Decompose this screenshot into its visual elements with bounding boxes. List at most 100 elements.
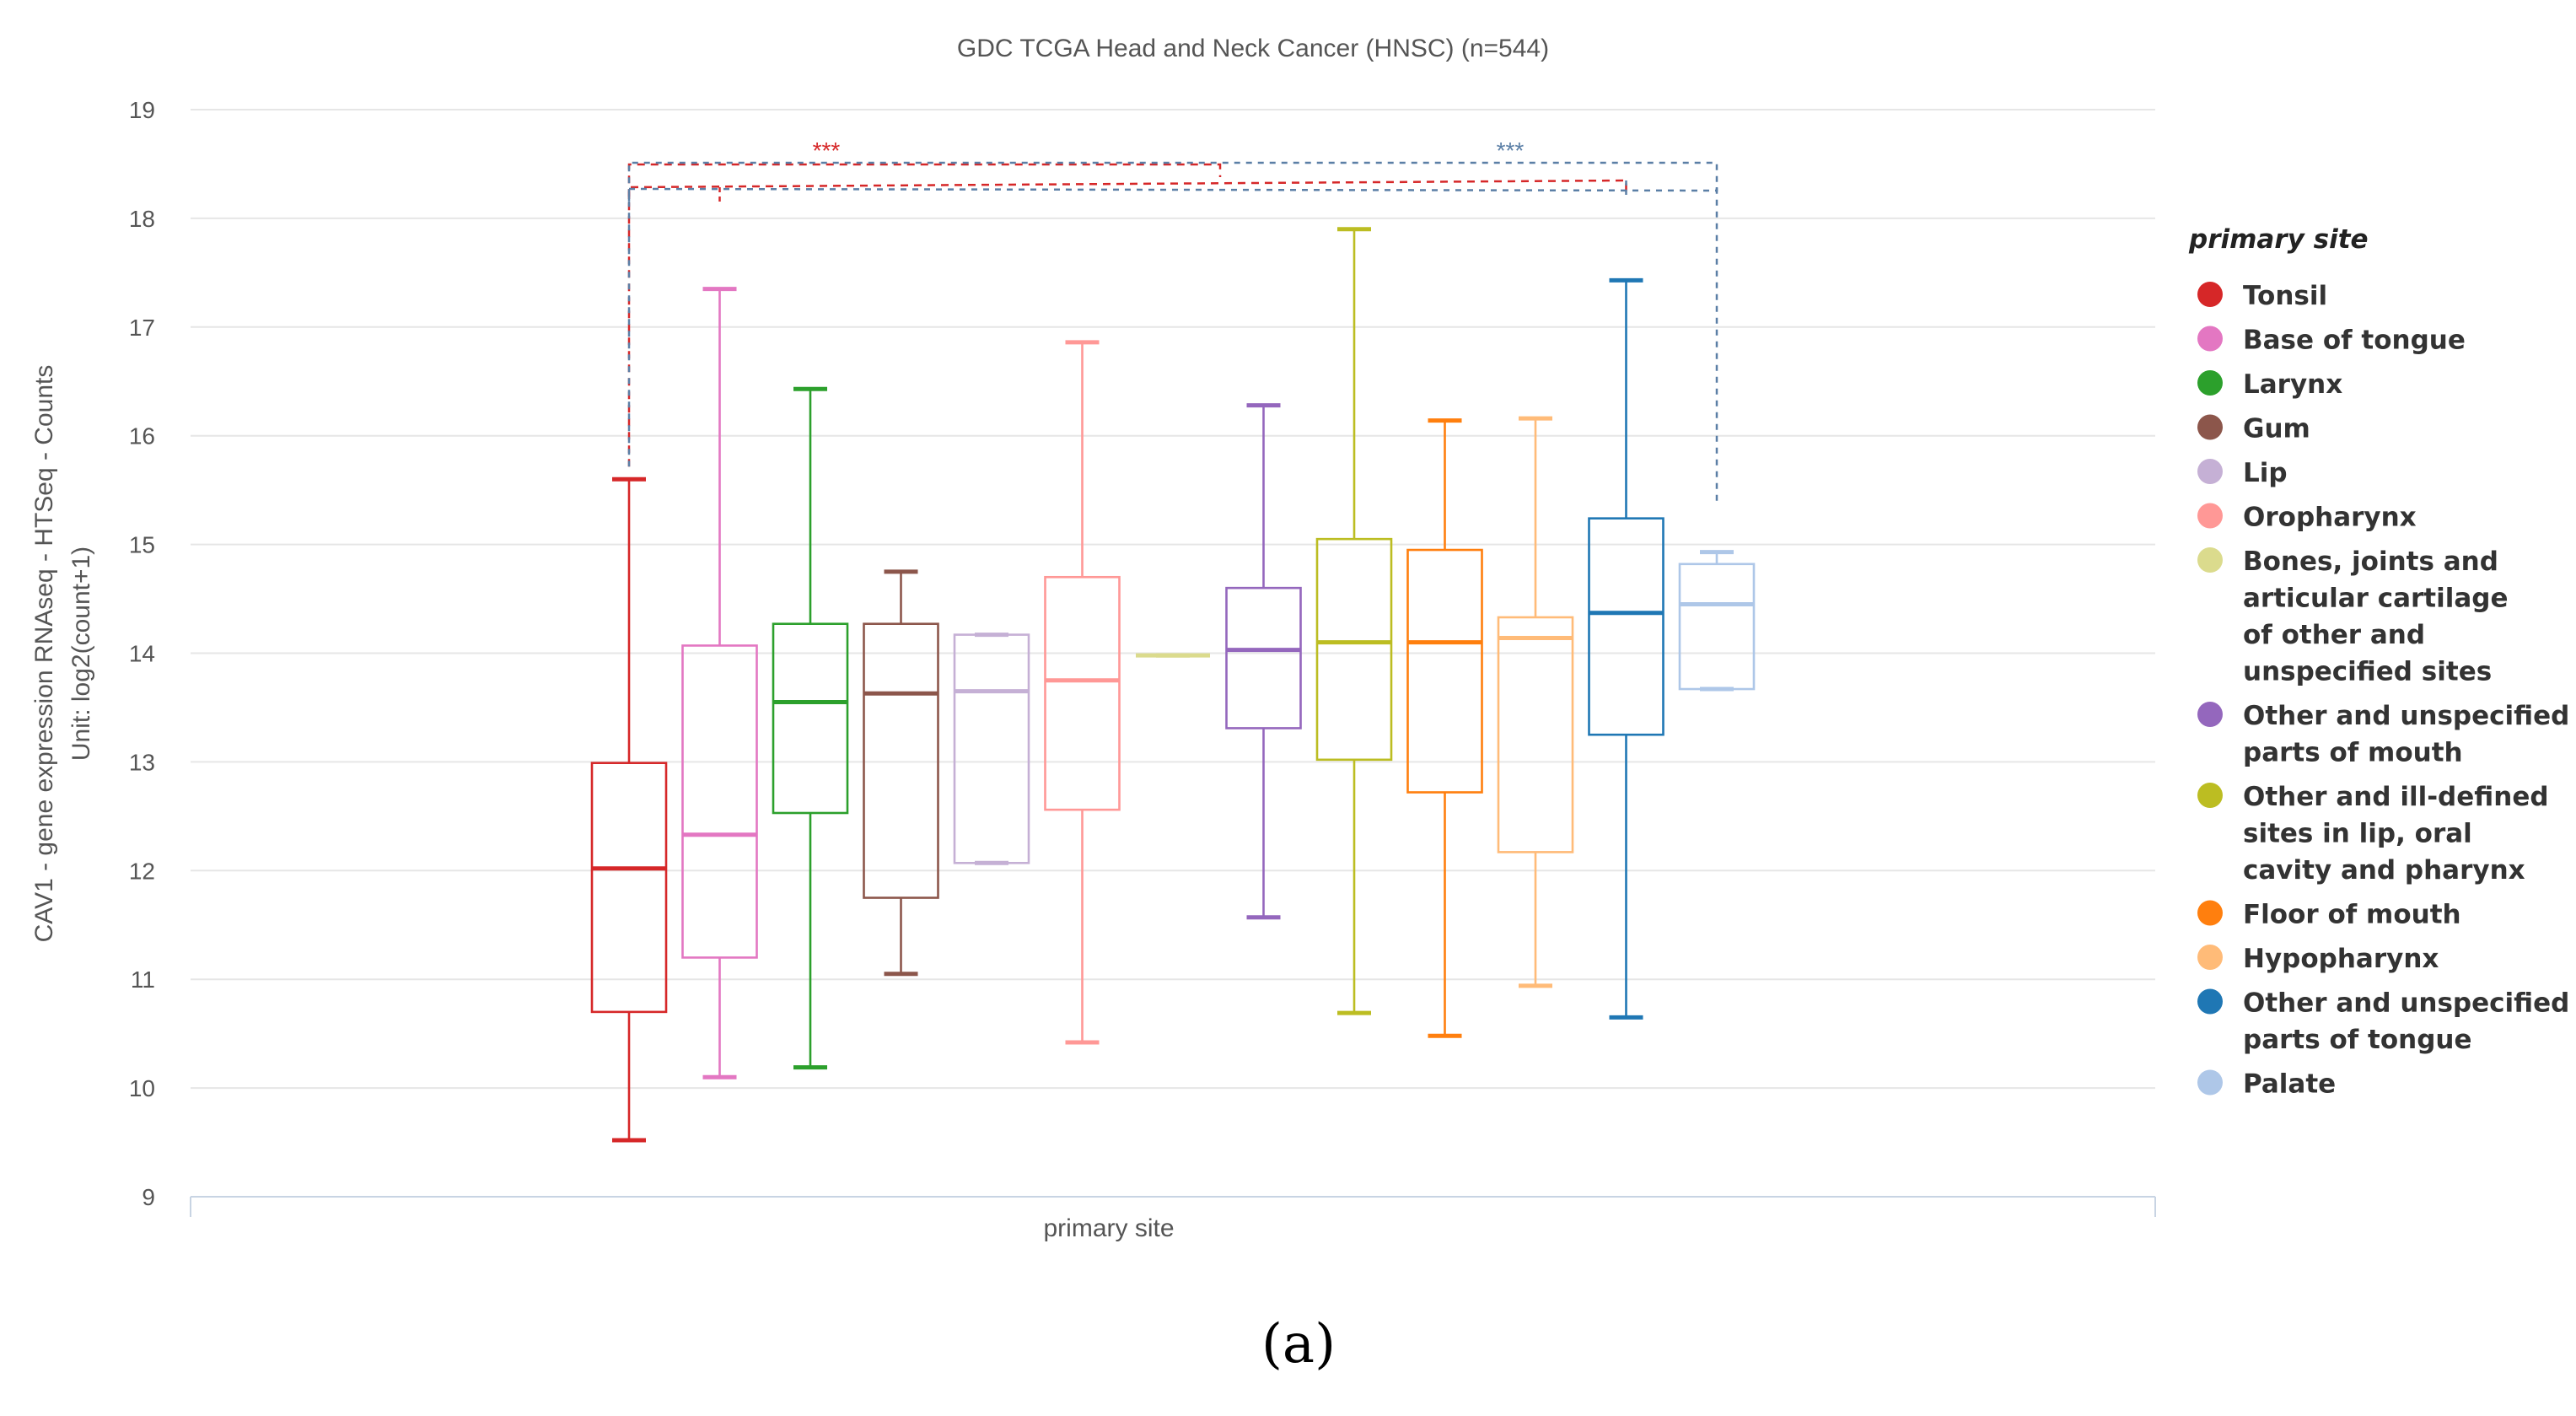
figure-caption: (a) bbox=[1261, 1313, 1336, 1376]
legend-marker bbox=[2197, 414, 2223, 440]
box-other-and-ill-defined-sites-in-lip-oral-cavity-and-pharynx bbox=[1315, 227, 1393, 1015]
legend-label-line: Palate bbox=[2243, 1069, 2336, 1100]
box-iqr bbox=[1406, 548, 1483, 794]
legend-label-line: parts of mouth bbox=[2243, 738, 2463, 768]
y-tick-label: 15 bbox=[129, 532, 155, 558]
legend-label-line: of other and bbox=[2243, 620, 2425, 650]
legend-label-line: Gum bbox=[2243, 414, 2310, 444]
box-lip bbox=[953, 633, 1030, 865]
legend-label-line: Larynx bbox=[2243, 369, 2342, 400]
legend-marker bbox=[2197, 503, 2223, 529]
y-axis-label-line1: CAV1 - gene expression RNAseq - HTSeq - … bbox=[30, 365, 58, 943]
legend-label-line: Hypopharynx bbox=[2243, 944, 2439, 974]
box-iqr bbox=[953, 633, 1030, 864]
bracket-line bbox=[627, 161, 1718, 506]
y-tick-label: 13 bbox=[129, 749, 155, 775]
legend-label: Other and ill-defined sites in lip, oral c… bbox=[2243, 782, 2549, 886]
box-iqr bbox=[1225, 586, 1302, 730]
box-other-and-unspecified-parts-of-mouth bbox=[1225, 403, 1302, 920]
legend-marker bbox=[2197, 702, 2223, 727]
box-hypopharynx bbox=[1497, 416, 1574, 988]
legend-label-line: parts of tongue bbox=[2243, 1025, 2472, 1055]
significance-bracket-2: *** bbox=[627, 137, 1718, 506]
box-iqr bbox=[1044, 575, 1121, 811]
box-iqr bbox=[1588, 517, 1664, 736]
legend-label-line: Other and ill-defined bbox=[2243, 782, 2549, 812]
legend-item-palate: Palate bbox=[2197, 1069, 2336, 1100]
significance-label: *** bbox=[1497, 137, 1525, 164]
legend-marker bbox=[2197, 1069, 2223, 1096]
legend-label-line: sites in lip, oral bbox=[2243, 819, 2472, 849]
y-axis-label-line2: Unit: log2(count+1) bbox=[67, 546, 95, 761]
y-tick-label: 17 bbox=[129, 315, 155, 341]
legend-label: Lip bbox=[2243, 458, 2288, 488]
legend-items: Tonsil Base of tongue Larynx Gum Lip Orophary… bbox=[2197, 281, 2569, 1100]
box-other-and-unspecified-parts-of-tongue bbox=[1588, 277, 1664, 1020]
significance-bracket-1: *** bbox=[627, 137, 1627, 467]
box-tonsil bbox=[590, 476, 668, 1143]
box-iqr bbox=[1678, 563, 1756, 691]
box-iqr bbox=[863, 622, 939, 899]
x-axis-label: primary site bbox=[1043, 1214, 1174, 1242]
y-tick-label: 12 bbox=[129, 858, 155, 884]
legend-label-line: Other and unspecified bbox=[2243, 988, 2569, 1019]
legend-item-larynx: Larynx bbox=[2197, 369, 2342, 400]
legend-label: Tonsil bbox=[2243, 281, 2327, 311]
legend-label: Palate bbox=[2243, 1069, 2336, 1100]
legend-item-other-and-unspecified-parts-of-mouth: Other and unspecified parts of mouth bbox=[2197, 701, 2569, 768]
legend-label: Base of tongue bbox=[2243, 326, 2466, 356]
bracket-tick-marks bbox=[718, 180, 1627, 202]
y-tick-label: 9 bbox=[142, 1184, 155, 1210]
legend-label: Larynx bbox=[2243, 369, 2342, 400]
legend-marker bbox=[2197, 459, 2223, 484]
legend-item-base-of-tongue: Base of tongue bbox=[2197, 326, 2466, 356]
legend-label-line: Other and unspecified bbox=[2243, 701, 2569, 731]
box-gum bbox=[863, 569, 939, 977]
bracket-inner-line bbox=[627, 187, 1718, 201]
legend-label: Oropharynx bbox=[2243, 503, 2417, 533]
box-larynx bbox=[772, 386, 849, 1070]
plot-area: 9 10 11 12 13 14 15 16 17 18 19 *** *** bbox=[129, 97, 2156, 1217]
y-tick-label: 16 bbox=[129, 423, 155, 450]
legend-item-other-and-ill-defined-sites-in-lip-oral-cavity-and-pharynx: Other and ill-defined sites in lip, oral c… bbox=[2197, 782, 2549, 886]
legend-label: Bones, joints and articular cartilage of o… bbox=[2243, 546, 2509, 687]
y-tick-labels: 9 10 11 12 13 14 15 16 17 18 19 bbox=[129, 97, 155, 1210]
legend-item-hypopharynx: Hypopharynx bbox=[2197, 944, 2439, 974]
legend-item-floor-of-mouth: Floor of mouth bbox=[2197, 900, 2461, 930]
y-axis-label: CAV1 - gene expression RNAseq - HTSeq - … bbox=[30, 365, 95, 943]
legend-label: Other and unspecified parts of tongue bbox=[2243, 988, 2569, 1056]
box-oropharynx bbox=[1044, 340, 1121, 1045]
box-iqr bbox=[772, 622, 849, 815]
legend-item-oropharynx: Oropharynx bbox=[2197, 503, 2417, 533]
legend-item-gum: Gum bbox=[2197, 414, 2310, 444]
box-iqr bbox=[681, 644, 758, 959]
legend-label-line: articular cartilage bbox=[2243, 584, 2509, 614]
legend-item-other-and-unspecified-parts-of-tongue: Other and unspecified parts of tongue bbox=[2197, 988, 2569, 1056]
legend-label-line: Lip bbox=[2243, 458, 2288, 488]
box-iqr bbox=[1497, 616, 1574, 853]
box-base-of-tongue bbox=[681, 287, 758, 1079]
legend-marker bbox=[2197, 988, 2223, 1015]
box-iqr bbox=[590, 762, 668, 1014]
legend-label: Gum bbox=[2243, 414, 2310, 444]
grid-lines bbox=[190, 109, 2156, 1217]
y-tick-label: 19 bbox=[129, 97, 155, 123]
legend-label-line: Floor of mouth bbox=[2243, 900, 2461, 930]
legend: primary site Tonsil Base of tongue Larynx G… bbox=[2188, 224, 2569, 1100]
legend-marker bbox=[2197, 547, 2223, 573]
bracket-line bbox=[627, 163, 1222, 467]
legend-label-line: Tonsil bbox=[2243, 281, 2327, 311]
y-tick-label: 11 bbox=[131, 966, 155, 993]
legend-label: Other and unspecified parts of mouth bbox=[2243, 701, 2569, 768]
legend-marker bbox=[2197, 783, 2223, 808]
legend-item-bones-joints-and-articular-cartilage-of-other-and-unspecified-sites: Bones, joints and articular cartilage of o… bbox=[2197, 546, 2509, 687]
legend-label-line: cavity and pharynx bbox=[2243, 855, 2525, 886]
y-tick-label: 18 bbox=[129, 206, 155, 232]
chart-title: GDC TCGA Head and Neck Cancer (HNSC) (n=… bbox=[957, 35, 1549, 62]
box-palate bbox=[1678, 550, 1756, 692]
significance-label: *** bbox=[813, 137, 841, 164]
legend-marker bbox=[2197, 370, 2223, 396]
box-iqr bbox=[1315, 537, 1393, 762]
legend-label-line: unspecified sites bbox=[2243, 657, 2492, 687]
